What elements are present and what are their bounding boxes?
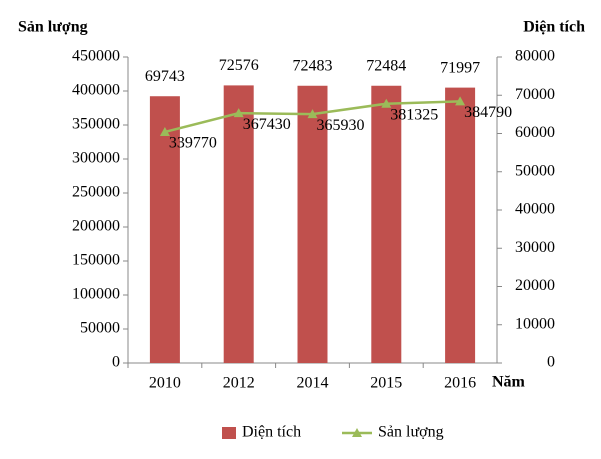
y-tick-label: 150000	[72, 252, 120, 269]
x-tick-label: 2015	[370, 375, 402, 392]
y2-tick-label: 80000	[515, 48, 555, 65]
line-value-label: 339770	[169, 135, 217, 152]
line-marker	[159, 126, 170, 136]
bar	[223, 85, 254, 364]
legend-label: Diện tích	[242, 424, 301, 441]
y-tick-label: 300000	[72, 150, 120, 167]
y2-tick-label: 70000	[515, 86, 555, 103]
bar-value-label: 72483	[293, 57, 333, 74]
y-tick-label: 350000	[72, 116, 120, 133]
x-tick-label: 2014	[297, 375, 329, 392]
bar	[371, 85, 402, 363]
line-marker	[381, 98, 392, 108]
y2-tick-label: 50000	[515, 162, 555, 179]
y2-tick-label: 40000	[515, 201, 555, 218]
line-value-label: 367430	[243, 116, 291, 133]
line-value-label: 365930	[317, 117, 365, 134]
y-tick-label: 450000	[72, 48, 120, 65]
y2-tick-label: 60000	[515, 124, 555, 141]
y-tick-label: 50000	[80, 320, 120, 337]
line-marker	[233, 108, 244, 118]
y-axis-title: Sản lượng	[18, 19, 88, 36]
bar-value-label: 72484	[366, 57, 406, 74]
bar-value-label: 72576	[219, 57, 259, 74]
line-marker	[455, 96, 466, 106]
line-value-label: 384790	[464, 104, 512, 121]
y-tick-label: 100000	[72, 286, 120, 303]
bar-value-label: 71997	[440, 59, 480, 76]
y-tick-label: 400000	[72, 82, 120, 99]
y-tick-label: 200000	[72, 218, 120, 235]
line-value-label: 381325	[390, 106, 438, 123]
legend-swatch	[222, 427, 236, 439]
legend-marker	[352, 428, 362, 437]
bar	[149, 96, 180, 363]
bar-value-label: 69743	[145, 68, 185, 85]
y2-tick-label: 30000	[515, 239, 555, 256]
bar	[297, 85, 328, 363]
x-tick-label: 2010	[149, 375, 181, 392]
y2-tick-label: 20000	[515, 277, 555, 294]
y-tick-label: 0	[112, 354, 120, 371]
y2-axis-title: Diện tích	[523, 19, 585, 36]
bar	[445, 87, 476, 363]
x-tick-label: 2012	[223, 375, 255, 392]
y2-tick-label: 10000	[515, 315, 555, 332]
y-tick-label: 250000	[72, 184, 120, 201]
legend-label: Sản lượng	[378, 424, 444, 441]
line-marker	[307, 109, 318, 119]
x-axis-title: Năm	[492, 374, 526, 391]
y2-tick-label: 0	[547, 354, 555, 371]
x-tick-label: 2016	[444, 375, 476, 392]
